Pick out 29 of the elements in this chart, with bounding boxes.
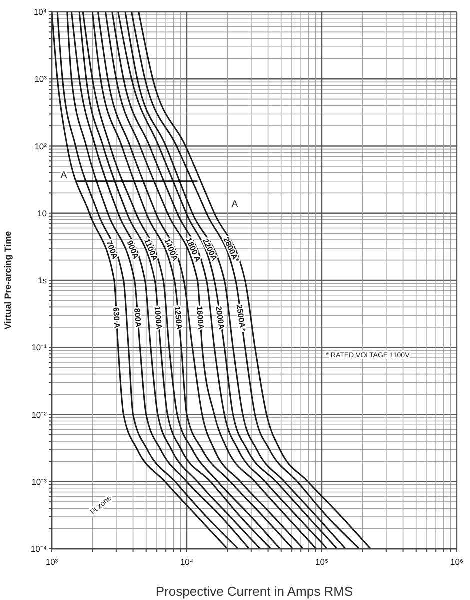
- text: 1100A: [142, 238, 160, 263]
- y-tick-label: 10⁻³: [32, 476, 48, 487]
- y-tick-label: 10: [38, 208, 48, 218]
- y-tick-label: 10⁻⁴: [30, 544, 48, 554]
- x-tick-label: 10⁴: [180, 557, 194, 567]
- text: 1600A: [195, 306, 206, 330]
- x-tick-label: 10⁶: [450, 557, 464, 567]
- text: 1250A: [172, 306, 184, 330]
- y-tick-label: 1s: [38, 276, 47, 286]
- y-tick-label: 10⁻¹: [32, 342, 48, 353]
- text: 900A: [125, 239, 141, 261]
- x-axis-title: Prospective Current in Amps RMS: [156, 584, 354, 599]
- text: 630 A: [112, 307, 122, 329]
- text: 700A: [104, 239, 120, 261]
- text: 2000A: [214, 306, 226, 331]
- annotation: A: [232, 200, 239, 210]
- y-axis-title: Virtual Pre-arcing Time: [3, 231, 14, 330]
- text: 1000A: [152, 306, 164, 330]
- x-tick-label: 10⁵: [316, 557, 328, 567]
- y-tick-label: 10³: [34, 74, 48, 84]
- text: 800A: [132, 308, 144, 328]
- text: 1400A: [162, 237, 180, 263]
- y-tick-label: 10⁻²: [32, 410, 48, 420]
- y-tick-label: 10⁴: [34, 7, 48, 17]
- text: 1800 A: [184, 236, 203, 264]
- text: 2500A*: [234, 304, 248, 333]
- x-tick-label: 10³: [46, 557, 58, 567]
- y-tick-label: 10²: [34, 141, 48, 152]
- annotation: A: [60, 170, 68, 182]
